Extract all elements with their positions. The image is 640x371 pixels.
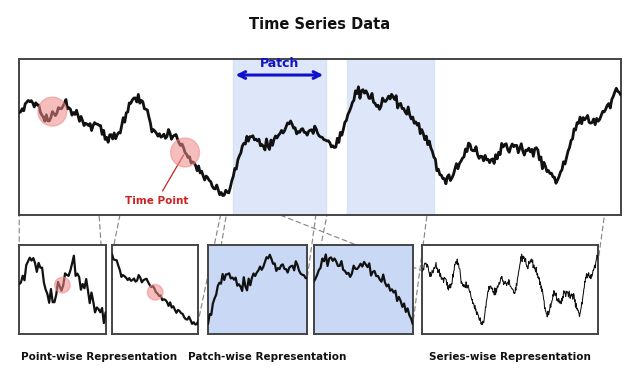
Bar <box>347 59 435 215</box>
Ellipse shape <box>147 285 163 300</box>
Text: Time Point: Time Point <box>125 155 188 206</box>
Ellipse shape <box>171 138 200 167</box>
Bar <box>233 59 326 215</box>
Text: Patch-wise Representation: Patch-wise Representation <box>188 352 347 362</box>
Text: Point-wise Representation: Point-wise Representation <box>21 352 177 362</box>
Text: Patch: Patch <box>260 57 299 70</box>
Text: Time Series Data: Time Series Data <box>250 17 390 32</box>
Text: Series-wise Representation: Series-wise Representation <box>429 352 591 362</box>
Ellipse shape <box>38 97 67 126</box>
Ellipse shape <box>54 277 70 293</box>
